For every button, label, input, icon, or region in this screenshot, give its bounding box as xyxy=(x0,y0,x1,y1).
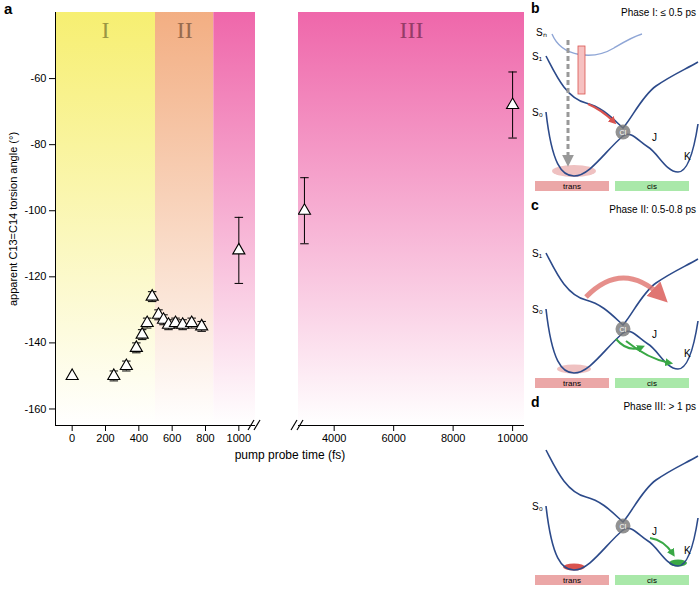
svg-text:Phase II: 0.5-0.8 ps: Phase II: 0.5-0.8 ps xyxy=(609,204,696,215)
svg-text:10000: 10000 xyxy=(497,432,528,444)
svg-text:CI: CI xyxy=(620,129,627,136)
svg-text:c: c xyxy=(531,197,539,213)
svg-text:-100: -100 xyxy=(24,204,46,216)
svg-text:600: 600 xyxy=(163,432,181,444)
svg-text:II: II xyxy=(177,17,193,43)
svg-text:Phase III: > 1 ps: Phase III: > 1 ps xyxy=(623,401,696,412)
html-text:pump probe time (fs): pump probe time (fs) xyxy=(234,448,346,462)
svg-text:K: K xyxy=(684,545,691,556)
svg-text:trans: trans xyxy=(563,379,581,388)
svg-text:b: b xyxy=(531,0,540,16)
svg-text:0: 0 xyxy=(69,432,75,444)
svg-text:trans: trans xyxy=(563,182,581,191)
svg-text:K: K xyxy=(684,151,691,162)
svg-text:K: K xyxy=(684,348,691,359)
svg-text:J: J xyxy=(652,526,657,537)
svg-text:cis: cis xyxy=(647,182,657,191)
svg-text:cis: cis xyxy=(647,576,657,585)
svg-text:d: d xyxy=(531,394,540,410)
svg-text:800: 800 xyxy=(196,432,214,444)
svg-text:cis: cis xyxy=(647,379,657,388)
svg-text:CI: CI xyxy=(620,326,627,333)
svg-text:-160: -160 xyxy=(24,403,46,415)
svg-text:400: 400 xyxy=(130,432,148,444)
svg-text:6000: 6000 xyxy=(381,432,405,444)
svg-text:III: III xyxy=(400,17,424,43)
svg-text:-60: -60 xyxy=(31,72,47,84)
svg-text:S₀: S₀ xyxy=(532,304,543,315)
svg-text:J: J xyxy=(652,329,657,340)
svg-text:trans: trans xyxy=(563,576,581,585)
svg-text:8000: 8000 xyxy=(441,432,465,444)
svg-text:-80: -80 xyxy=(31,138,47,150)
svg-text:S₁: S₁ xyxy=(532,51,543,62)
svg-text:4000: 4000 xyxy=(322,432,346,444)
svg-text:Sₙ: Sₙ xyxy=(536,27,547,38)
html-text:a: a xyxy=(4,0,13,17)
svg-text:-140: -140 xyxy=(24,336,46,348)
svg-text:I: I xyxy=(102,17,110,43)
svg-text:J: J xyxy=(652,132,657,143)
svg-text:200: 200 xyxy=(96,432,114,444)
svg-text:1000: 1000 xyxy=(227,432,251,444)
svg-text:Phase I: ≤ 0.5 ps: Phase I: ≤ 0.5 ps xyxy=(621,7,696,18)
svg-text:S₁: S₁ xyxy=(532,248,543,259)
svg-text:-120: -120 xyxy=(24,270,46,282)
svg-text:CI: CI xyxy=(620,523,627,530)
svg-text:apparent C13=C14 torsion angle: apparent C13=C14 torsion angle (°) xyxy=(7,132,19,306)
svg-text:S₀: S₀ xyxy=(532,501,543,512)
svg-text:S₀: S₀ xyxy=(532,107,543,118)
